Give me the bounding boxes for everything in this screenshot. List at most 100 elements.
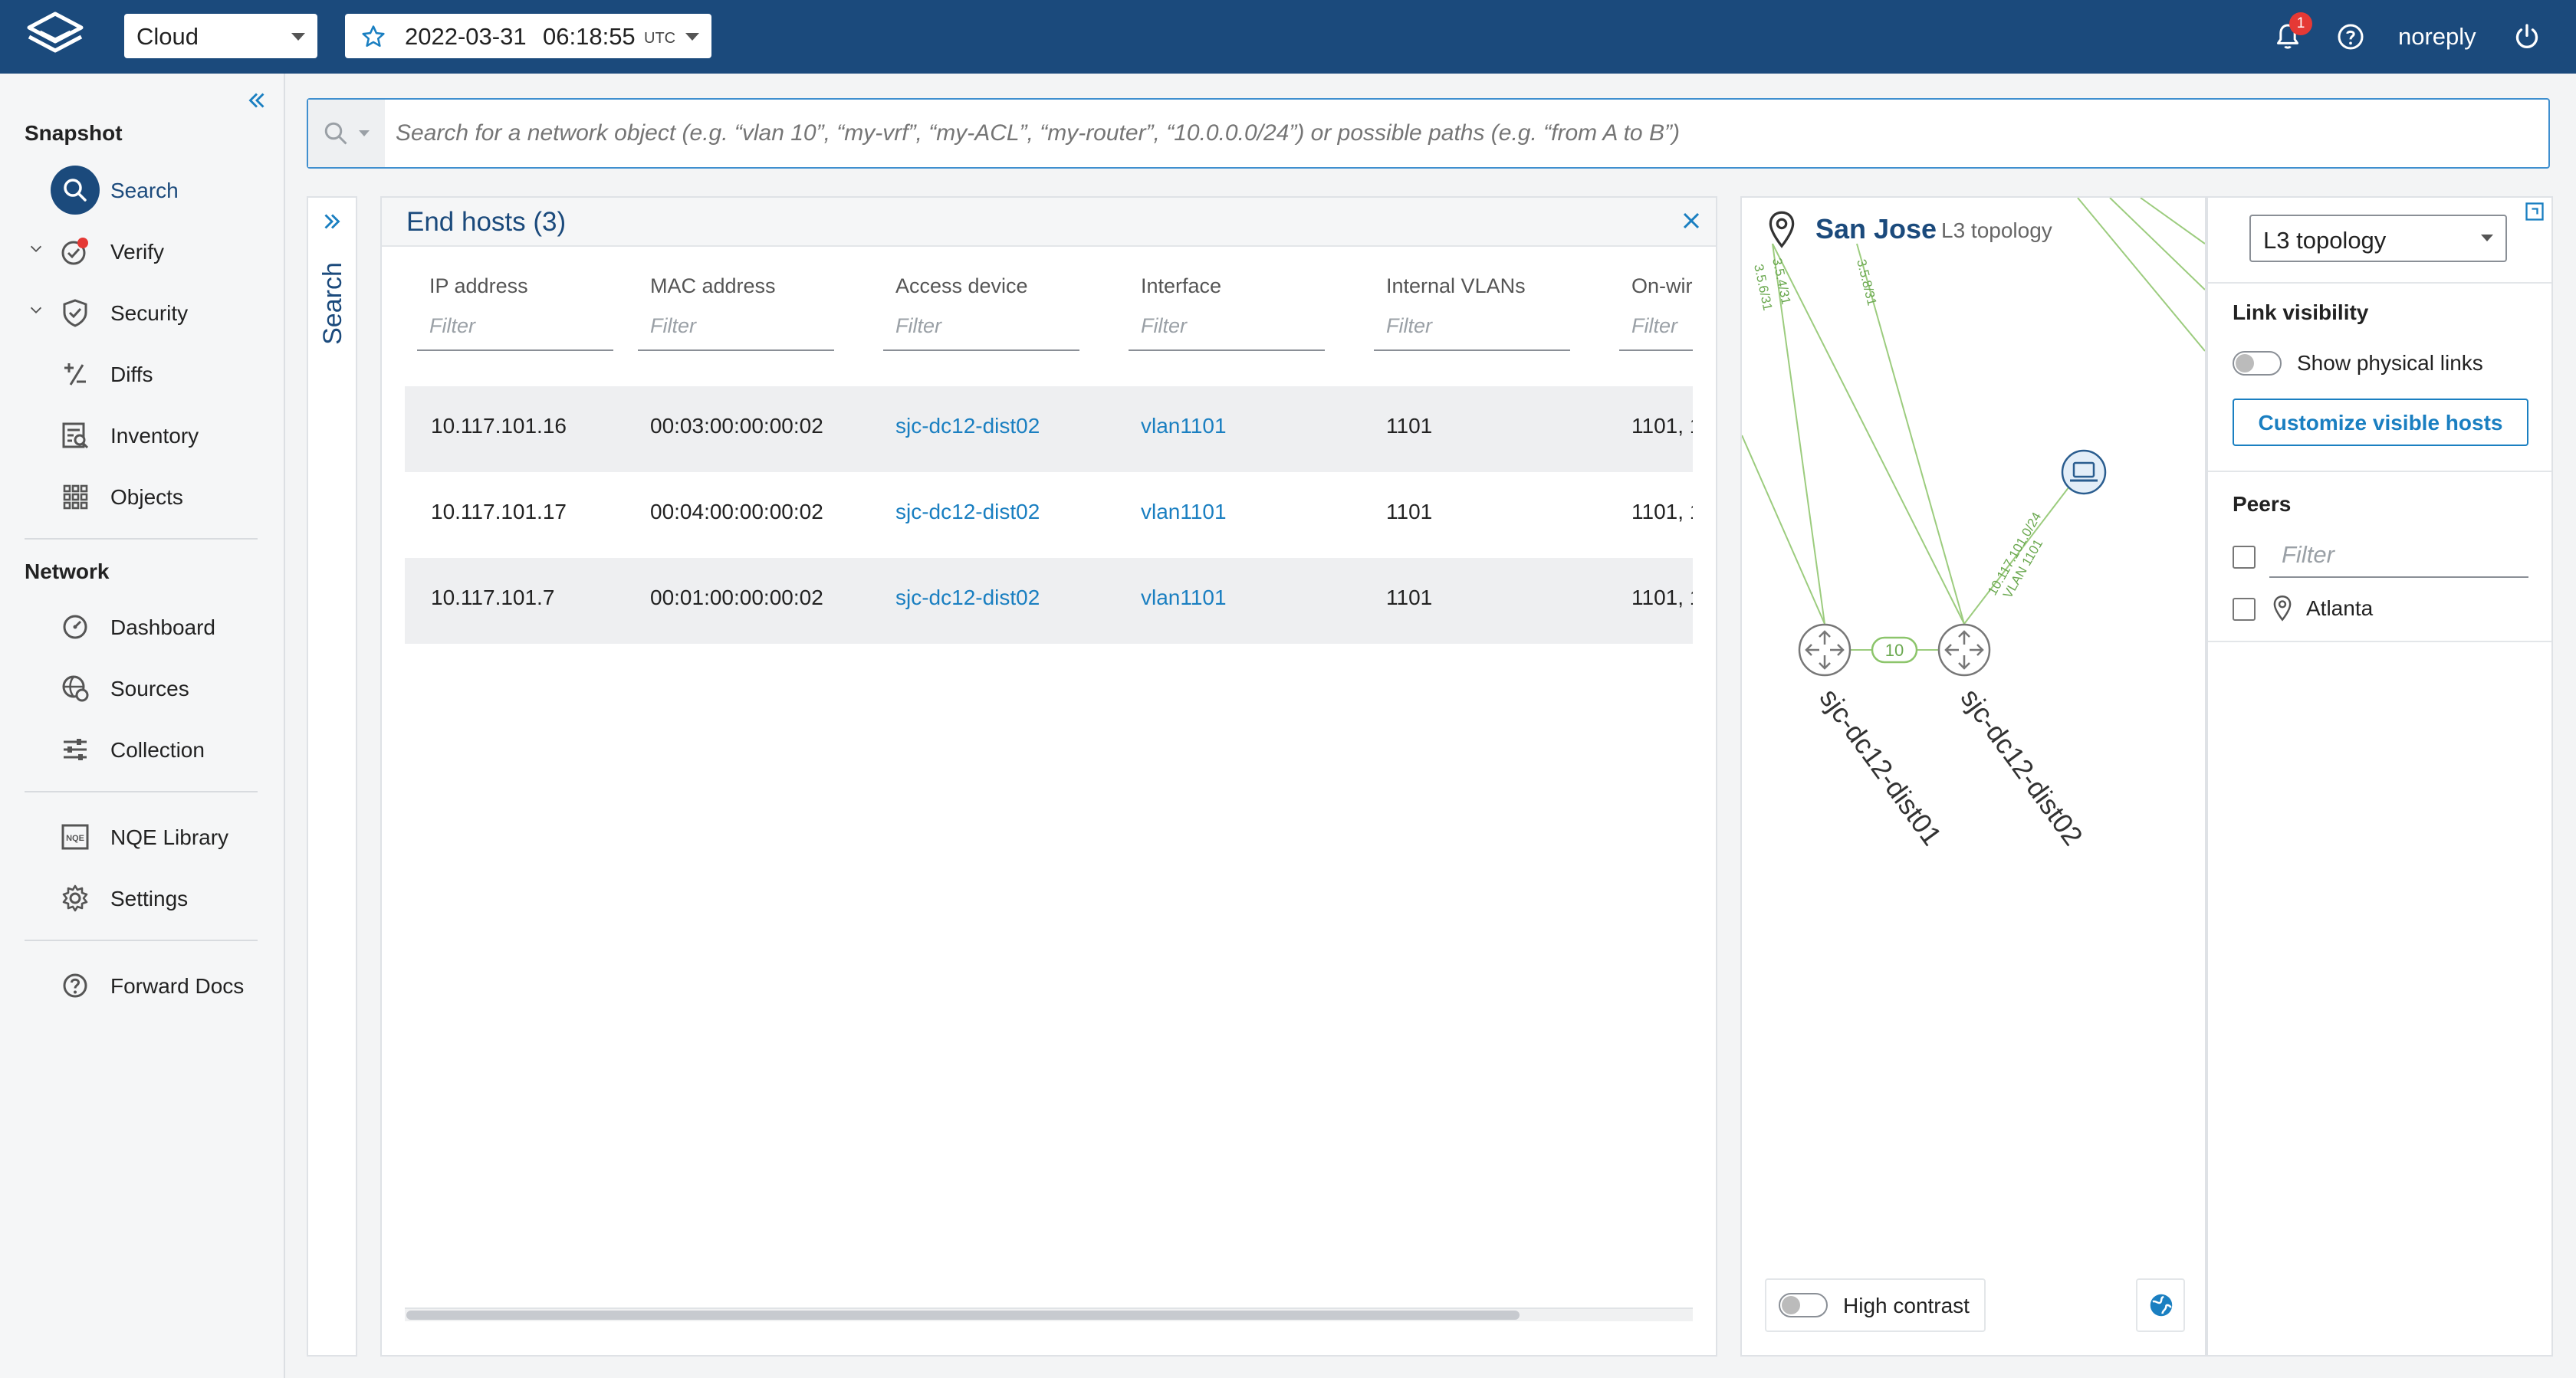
edge-count-badge[interactable]	[1871, 636, 1918, 664]
sidebar-item-nqe-library[interactable]: NQE NQE Library	[46, 814, 261, 860]
router-icon[interactable]	[1798, 623, 1852, 677]
site-name: San Jose	[1815, 213, 1937, 244]
filter-mac[interactable]: Filter	[638, 313, 834, 351]
close-icon[interactable]	[1677, 207, 1705, 235]
filter-ip[interactable]: Filter	[417, 313, 613, 351]
topology-panel: 3.5.4/31 3.5.6/31 3.5.8/31 10.117.101.0/…	[1740, 196, 2206, 1357]
topology-view-select[interactable]: L3 topology	[2249, 215, 2507, 262]
sidebar-item-search[interactable]: Search	[46, 166, 261, 215]
search-scope-dropdown[interactable]	[308, 100, 385, 167]
end-hosts-panel: End hosts (3)	[380, 196, 1717, 1357]
help-icon[interactable]	[2335, 21, 2366, 52]
high-contrast-label: High contrast	[1843, 1294, 1970, 1317]
sidebar-item-dashboard[interactable]: Dashboard	[46, 604, 261, 650]
column-header[interactable]: On-wir	[1631, 274, 1693, 297]
topology-view-label: L3 topology	[2263, 227, 2387, 254]
sidebar-item-label: Collection	[110, 738, 205, 762]
sidebar-item-label: Verify	[110, 240, 165, 264]
chevron-down-icon[interactable]	[28, 241, 44, 258]
sidebar-item-objects[interactable]: Objects	[46, 474, 261, 520]
chevron-down-icon	[685, 33, 699, 41]
search-side-tab[interactable]: Search	[307, 196, 357, 1357]
router-icon[interactable]	[1937, 623, 1991, 677]
table-row[interactable]: 10.117.101.16 00:03:00:00:00:02 sjc-dc12…	[405, 386, 1693, 472]
snapshot-select[interactable]: 2022-03-31 06:18:55 UTC	[345, 14, 711, 58]
scrollbar-thumb[interactable]	[406, 1311, 1520, 1320]
svg-text:NQE: NQE	[66, 834, 84, 843]
sidebar-item-label: Inventory	[110, 424, 199, 448]
sidebar-item-label: Sources	[110, 677, 189, 700]
workspace-select[interactable]: Cloud	[124, 14, 317, 58]
interface-link[interactable]: vlan1101	[1141, 500, 1227, 523]
search-input[interactable]	[394, 109, 2536, 158]
peer-label[interactable]: Atlanta	[2306, 596, 2374, 620]
peers-heading: Peers	[2233, 492, 2292, 516]
device-label[interactable]: sjc-dc12-dist02	[1955, 683, 2089, 851]
interface-link[interactable]: vlan1101	[1141, 586, 1227, 609]
host-icon[interactable]	[2061, 449, 2107, 495]
onwire-cell: 1101, 1	[1631, 586, 1693, 609]
filter-interface[interactable]: Filter	[1129, 313, 1325, 351]
sidebar-item-security[interactable]: Security	[46, 290, 261, 336]
horizontal-scrollbar[interactable]	[405, 1307, 1693, 1321]
peers-filter-input[interactable]: Filter	[2269, 535, 2528, 578]
forward-logo-icon[interactable]	[23, 9, 87, 63]
search-bar[interactable]	[307, 98, 2550, 169]
filter-onwire[interactable]: Filter	[1619, 313, 1693, 351]
sidebar-item-forward-docs[interactable]: Forward Docs	[46, 963, 261, 1009]
select-all-peers-checkbox[interactable]	[2233, 546, 2256, 569]
sidebar-item-settings[interactable]: Settings	[46, 875, 261, 921]
sidebar-item-verify[interactable]: Verify	[46, 228, 261, 274]
workspace-label: Cloud	[136, 23, 199, 50]
device-link[interactable]: sjc-dc12-dist02	[895, 414, 1040, 438]
column-header[interactable]: Interface	[1141, 274, 1222, 297]
network-heading: Network	[25, 559, 110, 583]
device-link[interactable]: sjc-dc12-dist02	[895, 586, 1040, 609]
column-header[interactable]: IP address	[429, 274, 528, 297]
high-contrast-toggle[interactable]	[1779, 1293, 1828, 1317]
sidebar-item-sources[interactable]: Sources	[46, 665, 261, 711]
star-icon[interactable]	[360, 24, 386, 50]
link-visibility-heading: Link visibility	[2233, 300, 2369, 324]
chevron-down-icon[interactable]	[28, 302, 44, 319]
divider	[2208, 471, 2551, 472]
topology-settings-panel: L3 topology Link visibility Show physica…	[2206, 196, 2553, 1357]
sidebar-item-inventory[interactable]: Inventory	[46, 412, 261, 458]
panel-title: End hosts (3)	[406, 207, 567, 237]
globe-button[interactable]	[2136, 1278, 2185, 1332]
filter-device[interactable]: Filter	[883, 313, 1079, 351]
sidebar-item-collection[interactable]: Collection	[46, 727, 261, 773]
interface-link[interactable]: vlan1101	[1141, 414, 1227, 438]
verify-icon	[61, 238, 88, 265]
divider	[2208, 282, 2551, 284]
location-pin-icon	[2273, 595, 2292, 622]
undock-icon[interactable]	[2524, 201, 2545, 222]
peer-checkbox[interactable]	[2233, 598, 2256, 621]
expand-icon[interactable]	[319, 208, 345, 235]
snapshot-heading: Snapshot	[25, 121, 123, 145]
column-header[interactable]: Access device	[895, 274, 1028, 297]
filter-vlans[interactable]: Filter	[1374, 313, 1570, 351]
device-label[interactable]: sjc-dc12-dist01	[1814, 683, 1948, 851]
power-icon[interactable]	[2512, 21, 2542, 52]
column-header[interactable]: MAC address	[650, 274, 776, 297]
sidebar-item-diffs[interactable]: Diffs	[46, 351, 261, 397]
user-menu[interactable]: noreply	[2398, 23, 2476, 50]
toggle-knob	[1782, 1296, 1800, 1314]
table-row[interactable]: 10.117.101.7 00:01:00:00:00:02 sjc-dc12-…	[405, 558, 1693, 644]
nqe-icon: NQE	[61, 824, 89, 850]
sliders-icon	[64, 739, 87, 760]
high-contrast-control[interactable]: High contrast	[1765, 1278, 1986, 1332]
device-link[interactable]: sjc-dc12-dist02	[895, 500, 1040, 523]
customize-visible-hosts-button[interactable]: Customize visible hosts	[2233, 399, 2528, 446]
column-header[interactable]: Internal VLANs	[1386, 274, 1526, 297]
show-physical-links-toggle[interactable]	[2233, 351, 2282, 376]
chevron-down-icon	[291, 33, 305, 41]
globe-icon	[2150, 1294, 2173, 1317]
ip-cell: 10.117.101.16	[431, 414, 567, 438]
table-row[interactable]: 10.117.101.17 00:04:00:00:00:02 sjc-dc12…	[405, 472, 1693, 558]
collapse-sidebar-icon[interactable]	[244, 87, 270, 113]
topology-canvas[interactable]: 3.5.4/31 3.5.6/31 3.5.8/31 10.117.101.0/…	[1742, 198, 2205, 1355]
chevron-down-icon	[2481, 235, 2493, 241]
onwire-cell: 1101, 1	[1631, 414, 1693, 438]
